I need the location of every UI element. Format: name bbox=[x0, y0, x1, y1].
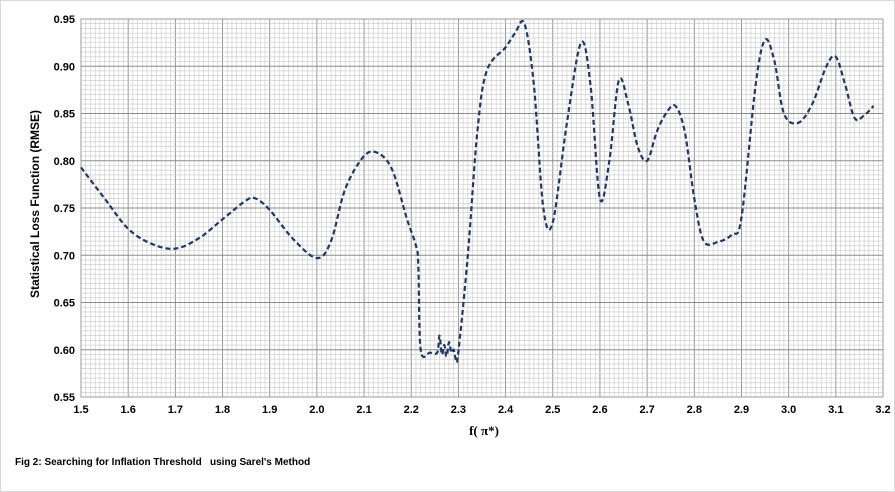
x-tick-label: 1.6 bbox=[121, 404, 136, 416]
y-tick-label: 0.95 bbox=[54, 14, 75, 26]
x-tick-label: 2.1 bbox=[356, 404, 371, 416]
x-tick-label: 2.7 bbox=[639, 404, 654, 416]
x-tick-label: 2.8 bbox=[687, 404, 702, 416]
x-axis-ticks: 1.5 1.6 1.7 1.8 1.9 2.0 2.1 2.2 2.3 2.4 2.5 2.6 2.7 2… bbox=[73, 404, 890, 416]
x-tick-label: 2.5 bbox=[545, 404, 560, 416]
series-layer bbox=[80, 19, 875, 364]
x-tick-label: 2.6 bbox=[592, 404, 607, 416]
x-axis-label: f( π*) bbox=[469, 423, 499, 438]
x-tick-label: 2.0 bbox=[309, 404, 324, 416]
y-tick-label: 0.85 bbox=[54, 109, 75, 121]
x-tick-label: 1.9 bbox=[262, 404, 277, 416]
y-tick-label: 0.90 bbox=[54, 61, 75, 73]
y-tick-label: 0.60 bbox=[54, 345, 75, 357]
y-axis-label: Statistical Loss Function (RMSE) bbox=[28, 110, 42, 298]
line-chart: 0.55 0.60 0.65 0.70 0.75 0.80 0.85 0.90 0.95 1.5… bbox=[28, 14, 891, 438]
y-tick-label: 0.55 bbox=[54, 392, 75, 404]
x-tick-label: 1.5 bbox=[73, 404, 88, 416]
y-tick-label: 0.65 bbox=[54, 298, 75, 310]
x-tick-label: 1.8 bbox=[215, 404, 230, 416]
y-tick-label: 0.75 bbox=[54, 203, 75, 215]
x-tick-label: 2.2 bbox=[404, 404, 419, 416]
x-tick-label: 1.7 bbox=[168, 404, 183, 416]
x-tick-label: 3.1 bbox=[828, 404, 843, 416]
y-axis-ticks: 0.55 0.60 0.65 0.70 0.75 0.80 0.85 0.90 0.95 bbox=[54, 14, 75, 404]
y-tick-label: 0.80 bbox=[54, 156, 75, 168]
x-tick-label: 3.0 bbox=[781, 404, 796, 416]
rmse-series-line bbox=[80, 19, 875, 364]
x-tick-label: 2.9 bbox=[734, 404, 749, 416]
x-tick-label: 2.4 bbox=[498, 404, 514, 416]
y-tick-label: 0.70 bbox=[54, 250, 75, 262]
gridlines bbox=[80, 18, 884, 398]
figure-caption: Fig 2: Searching for Inflation Threshold… bbox=[15, 457, 311, 468]
x-tick-label: 3.2 bbox=[875, 404, 890, 416]
x-tick-label: 2.3 bbox=[451, 404, 466, 416]
